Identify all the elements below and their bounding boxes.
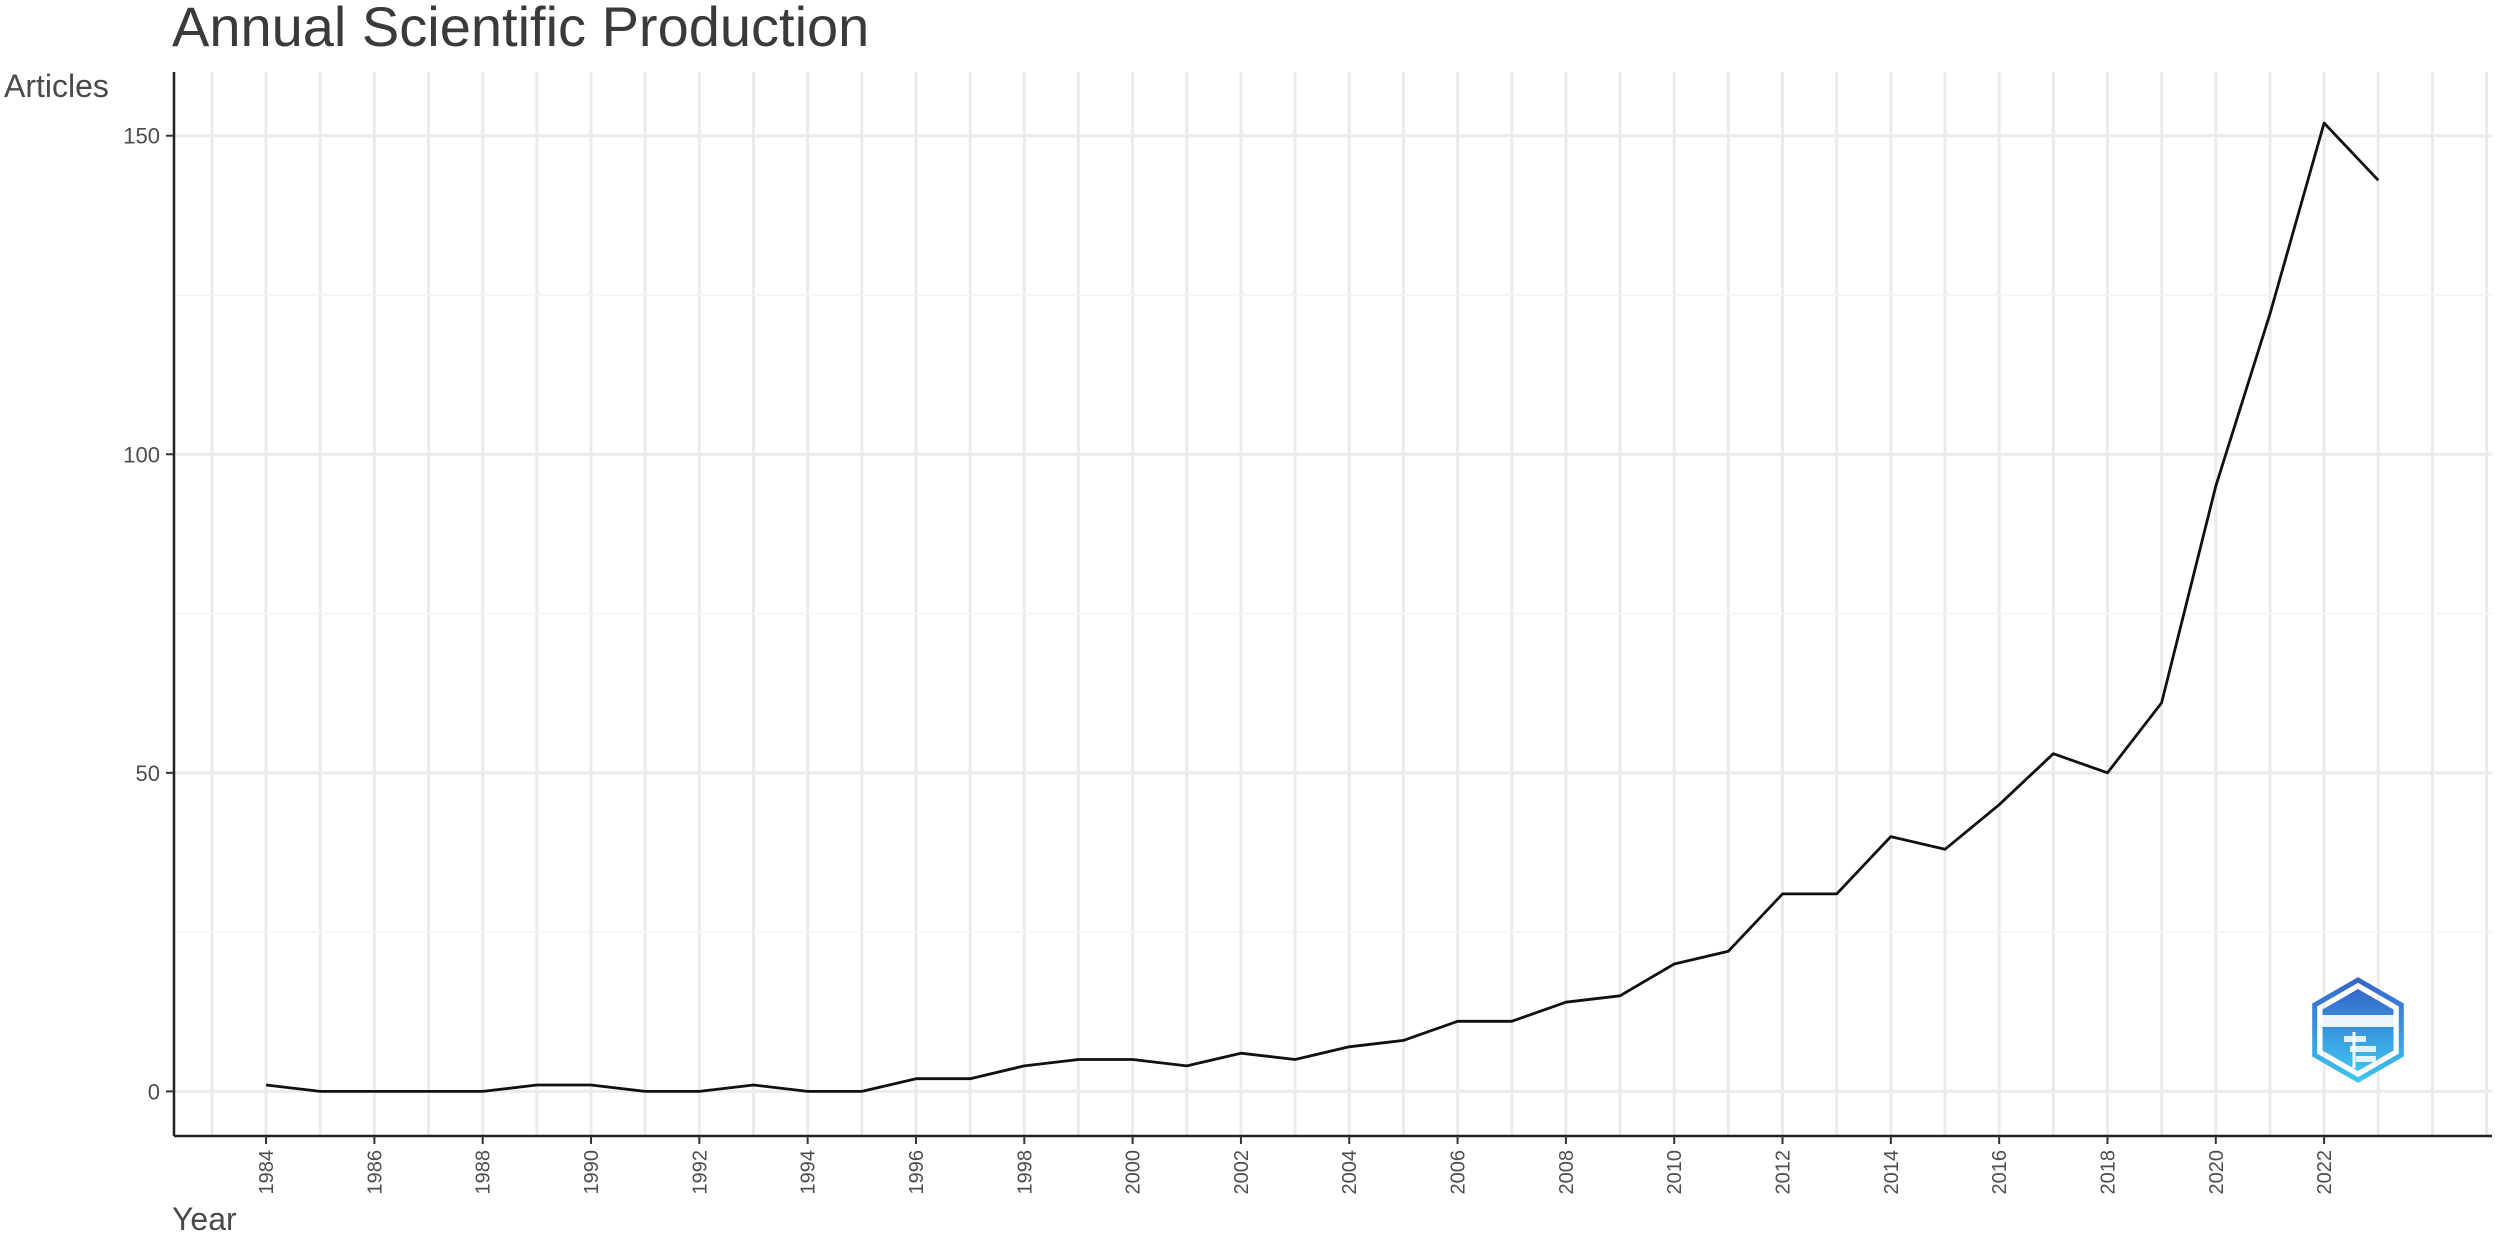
- x-tick-label-1996: 1996: [906, 1150, 928, 1195]
- data-point-2018: [2106, 772, 2108, 774]
- tick-labels: 0 50 100 150 1984 1986 1988 1990 1992 1994 1996 199…: [123, 124, 2336, 1195]
- data-point-2004: [1348, 1046, 1350, 1048]
- data-point-1997: [969, 1077, 971, 1079]
- y-tick-label-0: 0: [148, 1079, 160, 1104]
- data-point-1987: [427, 1090, 429, 1092]
- grid: [174, 72, 2492, 1136]
- data-point-2022: [2323, 122, 2325, 124]
- data-point-1986: [373, 1090, 375, 1092]
- logo-hexagon-outline: [2312, 977, 2404, 1083]
- data-point-2017: [2052, 753, 2054, 755]
- series-line-0: [265, 121, 2380, 1093]
- x-tick-label-1990: 1990: [581, 1150, 603, 1195]
- x-tick-label-2000: 2000: [1123, 1150, 1145, 1195]
- x-tick-label-1994: 1994: [798, 1150, 820, 1195]
- y-tick-label-100: 100: [123, 442, 160, 467]
- chart-title: Annual Scientific Production: [172, 0, 869, 58]
- x-tick-label-2018: 2018: [2097, 1150, 2119, 1195]
- logo-banner: [2318, 1015, 2398, 1027]
- data-point-2012: [1781, 893, 1783, 895]
- data-point-1990: [590, 1084, 592, 1086]
- axes: [166, 72, 2492, 1144]
- data-point-2009: [1619, 995, 1621, 997]
- data-point-2006: [1456, 1020, 1458, 1022]
- data-point-1994: [806, 1090, 808, 1092]
- x-tick-label-2010: 2010: [1664, 1150, 1686, 1195]
- data-point-1998: [1023, 1065, 1025, 1067]
- data-point-1984: [265, 1084, 267, 1086]
- x-tick-label-2008: 2008: [1556, 1150, 1578, 1195]
- logo-step-2: [2356, 1056, 2376, 1062]
- x-tick-label-1984: 1984: [256, 1150, 278, 1195]
- x-tick-label-2006: 2006: [1448, 1150, 1470, 1195]
- series: [265, 121, 2380, 1093]
- data-point-2014: [1890, 835, 1892, 837]
- x-tick-label-2002: 2002: [1231, 1150, 1253, 1195]
- y-tick-label-50: 50: [136, 761, 160, 786]
- x-tick-label-1988: 1988: [473, 1150, 495, 1195]
- data-point-2015: [1944, 848, 1946, 850]
- data-point-1999: [1077, 1058, 1079, 1060]
- data-point-2010: [1673, 963, 1675, 965]
- data-point-2007: [1511, 1020, 1513, 1022]
- data-point-1996: [915, 1077, 917, 1079]
- x-tick-label-1986: 1986: [364, 1150, 386, 1195]
- x-tick-label-2014: 2014: [1881, 1150, 1903, 1195]
- y-axis-title: Articles: [4, 68, 109, 104]
- data-point-1988: [482, 1090, 484, 1092]
- logo-step-1: [2350, 1046, 2376, 1052]
- data-point-2023: [2377, 179, 2379, 181]
- data-point-1993: [752, 1084, 754, 1086]
- x-axis-title: Year: [172, 1201, 237, 1234]
- data-point-1985: [319, 1090, 321, 1092]
- data-point-2002: [1240, 1052, 1242, 1054]
- x-tick-label-2020: 2020: [2206, 1150, 2228, 1195]
- x-tick-label-2004: 2004: [1339, 1150, 1361, 1195]
- x-tick-label-2016: 2016: [1989, 1150, 2011, 1195]
- y-tick-label-150: 150: [123, 124, 160, 149]
- data-point-1995: [861, 1090, 863, 1092]
- data-point-2003: [1294, 1058, 1296, 1060]
- x-tick-label-1998: 1998: [1014, 1150, 1036, 1195]
- x-tick-label-2012: 2012: [1773, 1150, 1795, 1195]
- data-point-2001: [1186, 1065, 1188, 1067]
- bibliometrix-logo-icon: [2312, 977, 2404, 1083]
- data-point-2019: [2160, 702, 2162, 704]
- data-point-2005: [1402, 1039, 1404, 1041]
- data-point-2008: [1565, 1001, 1567, 1003]
- data-point-2013: [1835, 893, 1837, 895]
- x-tick-label-2022: 2022: [2314, 1150, 2336, 1195]
- data-point-2000: [1131, 1058, 1133, 1060]
- data-point-1989: [536, 1084, 538, 1086]
- data-point-2020: [2215, 485, 2217, 487]
- data-point-2021: [2269, 313, 2271, 315]
- data-point-2016: [1998, 803, 2000, 805]
- data-point-1991: [644, 1090, 646, 1092]
- data-point-1992: [698, 1090, 700, 1092]
- data-point-2011: [1727, 950, 1729, 952]
- x-tick-label-1992: 1992: [689, 1150, 711, 1195]
